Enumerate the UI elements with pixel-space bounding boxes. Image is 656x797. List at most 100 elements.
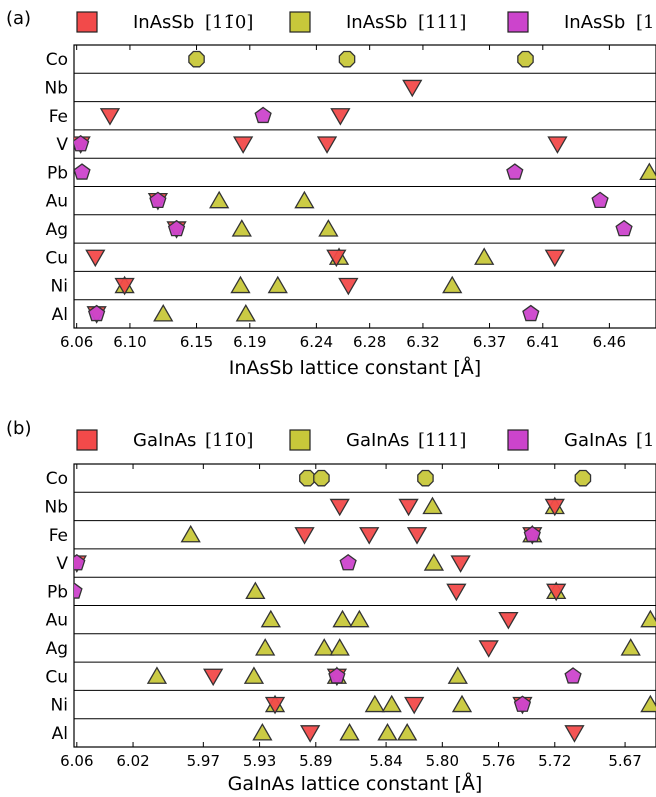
data-point-triangle-down [99,108,121,126]
legend-label-suffix: [111] [418,12,466,33]
data-point-triangle-down [294,527,315,545]
x-tick-label: 6.06 [60,752,93,770]
x-tick-label: 5.76 [482,752,515,770]
category-label-pb: Pb [47,163,68,183]
legend-swatch [76,429,98,451]
data-point-triangle-up [364,694,385,713]
data-point-triangle-up [349,609,370,628]
legend-label-suffix: [111] [418,430,466,451]
data-point-triangle-up [451,694,473,713]
data-point-triangle-up [235,304,256,322]
data-point-pentagon [149,191,167,208]
data-point-triangle-down [446,583,467,602]
data-point-octagon [313,469,330,487]
data-point-pentagon [564,667,582,684]
category-label-co: Co [46,469,68,489]
data-point-octagon [299,469,316,487]
data-point-triangle-down [547,136,568,154]
data-point-pentagon [88,304,106,322]
data-point-triangle-down [544,249,565,268]
data-point-triangle-up [639,162,656,181]
data-point-pentagon [74,134,90,152]
category-label-pb: Pb [47,582,68,602]
x-tick-label: 6.10 [113,333,146,351]
category-label-fe: Fe [49,107,68,127]
data-point-triangle-up [314,638,335,656]
data-point-triangle-down [402,79,423,98]
panel-label: (b) [6,418,31,439]
data-point-triangle-down [564,725,585,743]
data-point-triangle-down [233,136,254,154]
data-point-triangle-down [478,640,499,658]
x-tick-label: 5.67 [608,752,641,770]
data-point-triangle-up [423,553,445,571]
data-point-triangle-up [332,609,353,628]
x-tick-label: 6.19 [233,333,266,351]
data-point-octagon [574,469,592,487]
x-tick-label: 6.15 [180,333,213,351]
category-label-cu: Cu [45,248,68,268]
data-point-triangle-up [397,723,418,741]
data-point-pentagon [513,695,532,712]
legend-swatch [289,429,311,451]
x-tick-label: 5.97 [187,752,220,770]
x-tick-label: 5.72 [538,752,571,770]
data-point-triangle-down [359,527,380,545]
legend-entry: InAsSb [112̄] [507,11,656,33]
legend-entry: InAsSb [111] [289,11,466,33]
data-point-triangle-up [422,496,443,515]
data-point-triangle-up [267,275,288,294]
x-tick-label: 6.41 [526,333,559,351]
legend-entry: GaInAs [112̄] [507,429,656,451]
data-point-triangle-down [326,249,347,268]
data-point-pentagon [522,304,540,322]
data-point-octagon [188,50,205,68]
legend-label-suffix: [11̄0] [205,12,253,33]
x-axis-title: InAsSb lattice constant [Å] [229,356,481,379]
data-point-pentagon [615,219,633,237]
x-tick-label: 6.32 [406,333,439,351]
legend-swatch [507,11,529,33]
legend-label: GaInAs [133,430,196,451]
data-point-triangle-down [203,668,224,687]
data-point-triangle-up [640,609,656,628]
data-point-triangle-up [231,219,252,237]
data-point-triangle-down [398,498,419,517]
x-tick-label: 6.06 [60,333,93,351]
data-point-triangle-down [544,498,565,517]
data-point-pentagon [74,553,86,571]
data-point-triangle-up [260,609,281,628]
data-point-triangle-up [377,723,398,741]
data-point-pentagon [254,106,272,124]
x-tick-label: 6.24 [300,333,333,351]
data-point-triangle-up [447,666,468,684]
data-point-triangle-down [406,527,428,545]
data-point-octagon [517,50,534,68]
category-label-fe: Fe [49,526,68,546]
category-label-cu: Cu [45,667,68,687]
chart-panel-a: (a) InAsSb [11̄0] InAsSb [111] InAsSb [112̄] Co… [6,8,656,379]
category-label-v: V [56,554,68,574]
category-label-v: V [56,135,68,155]
category-label-al: Al [52,724,68,744]
data-point-triangle-up [255,638,276,656]
x-tick-label: 5.93 [243,752,276,770]
data-point-pentagon [328,667,346,684]
x-tick-label: 6.37 [473,333,506,351]
data-point-triangle-up [329,638,350,656]
legend-label: InAsSb [133,12,194,33]
data-point-triangle-down [114,277,135,296]
legend-swatch [507,429,529,451]
data-point-pentagon [74,163,91,180]
x-axis-title: GaInAs lattice constant [Å] [228,772,483,795]
category-label-ni: Ni [51,696,68,716]
data-point-triangle-down [264,696,286,715]
legend-label-suffix: [11̄0] [205,430,253,451]
data-point-triangle-up [474,247,495,265]
x-tick-label: 6.02 [116,752,149,770]
x-tick-label: 6.28 [353,333,386,351]
legend-label: GaInAs [346,430,409,451]
category-label-ag: Ag [46,220,68,240]
data-point-pentagon [506,163,524,180]
legend-entry: GaInAs [111] [289,429,466,451]
